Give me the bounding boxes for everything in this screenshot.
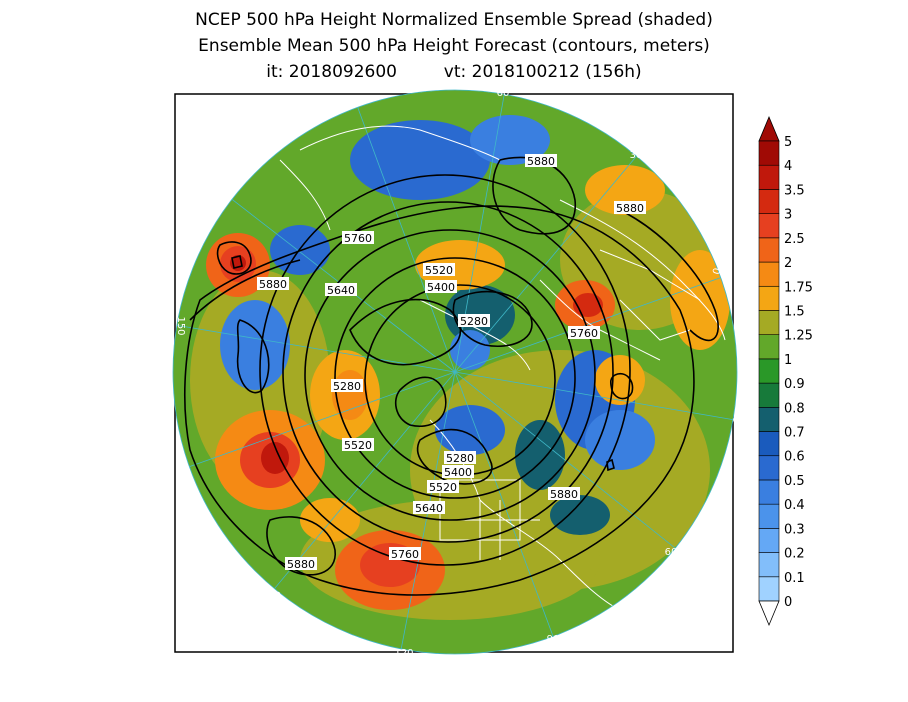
contour-label-box (325, 283, 357, 296)
contour-label: 5520 (344, 439, 372, 452)
colorbar-swatch (758, 455, 780, 481)
contour-label-box (342, 438, 374, 451)
contour-label: 5880 (287, 558, 315, 571)
contour-label-box (331, 379, 363, 392)
contour-label: 5520 (429, 481, 457, 494)
contour-label-box (425, 280, 457, 293)
contour-label: 5280 (446, 452, 474, 465)
title-line-2: Ensemble Mean 500 hPa Height Forecast (c… (198, 36, 710, 56)
contour-label: 5400 (444, 466, 472, 479)
longitude-label: 90 (343, 96, 359, 111)
longitude-label: 60 (497, 88, 510, 99)
contour-label: 5880 (259, 278, 287, 291)
colorbar-tick-label: 0.4 (784, 498, 805, 513)
colorbar-tick-label: 1 (784, 353, 792, 368)
colorbar-tick-label: 0.3 (784, 522, 805, 537)
longitude-label: 0 (711, 267, 723, 276)
title-line-1: NCEP 500 hPa Height Normalized Ensemble … (195, 10, 713, 30)
colorbar-tick-label: 0.6 (784, 450, 805, 465)
valid-time-label: vt: 2018100212 (156h) (443, 62, 642, 82)
contour-label: 5520 (425, 264, 453, 277)
colorbar-swatch (758, 528, 780, 553)
colorbar-swatch (758, 431, 780, 457)
contour-label-box (423, 263, 455, 276)
init-time-label: it: 2018092600 (266, 62, 397, 82)
colorbar-tick-label: 4 (784, 159, 792, 174)
longitude-label: 30 (630, 150, 643, 161)
contour-label-box (458, 314, 490, 327)
colorbar-tick-label: 0.5 (784, 474, 805, 489)
longitude-label: 150 (175, 316, 186, 335)
colorbar-tick-label: 2 (784, 256, 792, 271)
map-disk-outline (172, 89, 738, 655)
contour-label: 5760 (391, 548, 419, 561)
contour-label: 5640 (327, 284, 355, 297)
contour-label-box (442, 465, 474, 478)
contour-label-layer: 5880 5880 5760 5520 5400 5640 5280 5760 5880 5280… (257, 154, 646, 571)
colorbar-tick-label: 5 (784, 135, 792, 150)
colorbar-swatch (758, 310, 780, 335)
colorbar-tick-label: 1.75 (784, 280, 813, 295)
contour-label-box (614, 201, 646, 214)
contour-label: 5880 (527, 155, 555, 168)
colorbar-swatch (758, 261, 780, 287)
colorbar-swatch (758, 213, 780, 239)
colorbar-tick-label: 0.7 (784, 426, 805, 441)
colorbar-swatch (758, 576, 780, 602)
colorbar-tick-label: 0.2 (784, 547, 805, 562)
colorbar-tick-label: 2.5 (784, 232, 805, 247)
contour-label: 5760 (570, 327, 598, 340)
contour-label-box (444, 451, 476, 464)
colorbar-swatch (758, 479, 780, 505)
colorbar-arrow-bottom (758, 600, 780, 627)
colorbar-swatch (758, 285, 780, 311)
contour-label-box (389, 547, 421, 560)
contour-label: 5280 (333, 380, 361, 393)
contour-label: 5880 (550, 488, 578, 501)
contour-label-box (525, 154, 557, 167)
colorbar-arrow-top (758, 115, 780, 142)
height-contours (184, 156, 719, 596)
colorbar-swatch (758, 503, 780, 529)
colorbar-tick-label: 3.5 (784, 183, 805, 198)
colorbar-swatch (758, 382, 780, 408)
colorbar-tick-label: 1.5 (784, 304, 805, 319)
colorbar: 0 0.1 0.2 0.3 0.4 0.5 0.6 0.7 0.8 0.9 1 1.25 1.5 1.75… (758, 115, 813, 627)
contour-label: 5880 (616, 202, 644, 215)
colorbar-swatch (758, 334, 780, 360)
longitude-label: 90 (547, 634, 560, 645)
contour-label-box (285, 557, 317, 570)
contour-label-box (568, 326, 600, 339)
contour-label-box (427, 480, 459, 493)
contour-label-box (342, 231, 374, 244)
title-line-3: it: 2018092600 vt: 2018100212 (156h) (0, 62, 908, 82)
longitude-label: 30 (730, 416, 743, 430)
contour-label: 5640 (415, 502, 443, 515)
colorbar-swatch (758, 140, 780, 166)
colorbar-swatch (758, 164, 780, 190)
colorbar-swatch (758, 189, 780, 214)
contour-label: 5760 (344, 232, 372, 245)
contour-label-box (548, 487, 580, 500)
colorbar-swatch (758, 237, 780, 263)
colorbar-swatch (758, 358, 780, 384)
contour-label: 5400 (427, 281, 455, 294)
colorbar-tick-label: 0.9 (784, 377, 805, 392)
contour-label-box (257, 277, 289, 290)
colorbar-swatch (758, 407, 780, 432)
contour-label-box (413, 501, 445, 514)
colorbar-tick-label: 0.8 (784, 401, 805, 416)
colorbar-tick-label: 3 (784, 208, 792, 223)
contour-label: 5280 (460, 315, 488, 328)
colorbar-tick-label: 0.1 (784, 571, 805, 586)
colorbar-tick-label: 0 (784, 595, 792, 610)
longitude-label: 60 (665, 547, 678, 558)
colorbar-tick-label: 1.25 (784, 329, 813, 344)
colorbar-swatch (758, 552, 780, 578)
longitude-label: 120 (394, 648, 413, 659)
